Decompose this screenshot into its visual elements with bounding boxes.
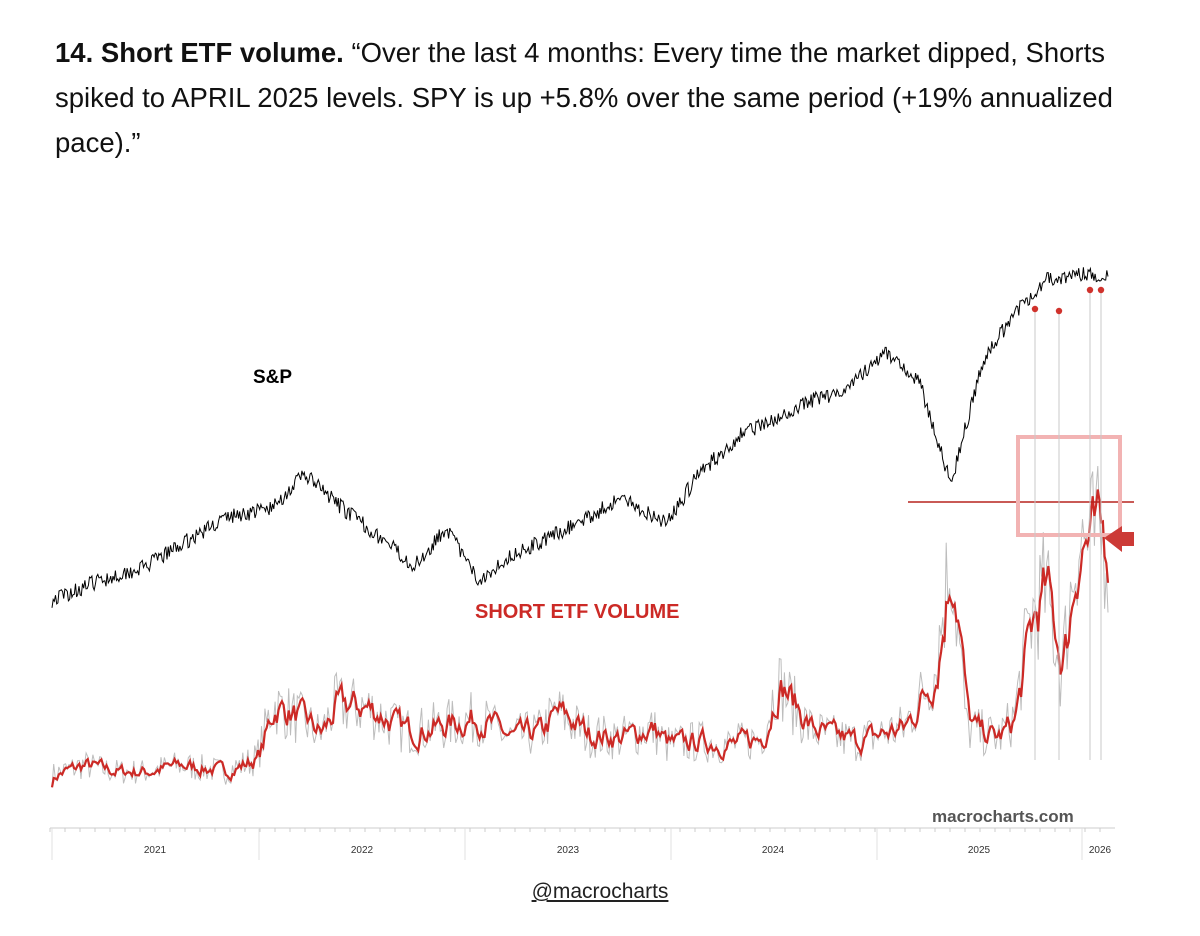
annotations [908, 286, 1134, 760]
highlight-box [1016, 435, 1122, 537]
sp-series-label: S&P [253, 367, 292, 388]
dip-dot [1055, 307, 1063, 315]
short-volume-smoothed-line [50, 489, 1110, 788]
short-series-label: SHORT ETF VOLUME [475, 601, 679, 623]
sp-line [51, 266, 1109, 608]
caption-heading: Short ETF volume. [100, 37, 344, 68]
x-tick-label: 2026 [1089, 845, 1112, 856]
dip-dot [1097, 286, 1105, 294]
short-volume-smoothed-series [50, 489, 1110, 788]
x-axis: 2021 2022 2023 2024 2025 2026 [49, 827, 1115, 860]
sp-series [51, 266, 1109, 608]
short-volume-raw-line [51, 465, 1109, 788]
caption-number: 14. [55, 37, 94, 68]
x-tick-label: 2021 [144, 845, 167, 856]
x-tick-label: 2025 [968, 845, 991, 856]
chart: S&P SHORT ETF VOLUME macrocharts.com 202… [49, 260, 1140, 860]
x-tick-label: 2024 [762, 845, 785, 856]
plot-area [50, 260, 1140, 820]
short-volume-raw-series [51, 465, 1109, 788]
dip-dot [1086, 286, 1094, 294]
x-tick-label: 2022 [351, 845, 374, 856]
watermark: macrocharts.com [932, 807, 1074, 826]
latest-reading-arrow [1104, 526, 1134, 552]
dip-dot [1031, 305, 1039, 313]
x-tick-label: 2023 [557, 845, 580, 856]
author-credit[interactable]: @macrocharts [531, 880, 669, 903]
caption-quote: “Over the last 4 months: Every time the … [55, 37, 1113, 158]
caption: 14. Short ETF volume. “Over the last 4 m… [55, 30, 1165, 165]
